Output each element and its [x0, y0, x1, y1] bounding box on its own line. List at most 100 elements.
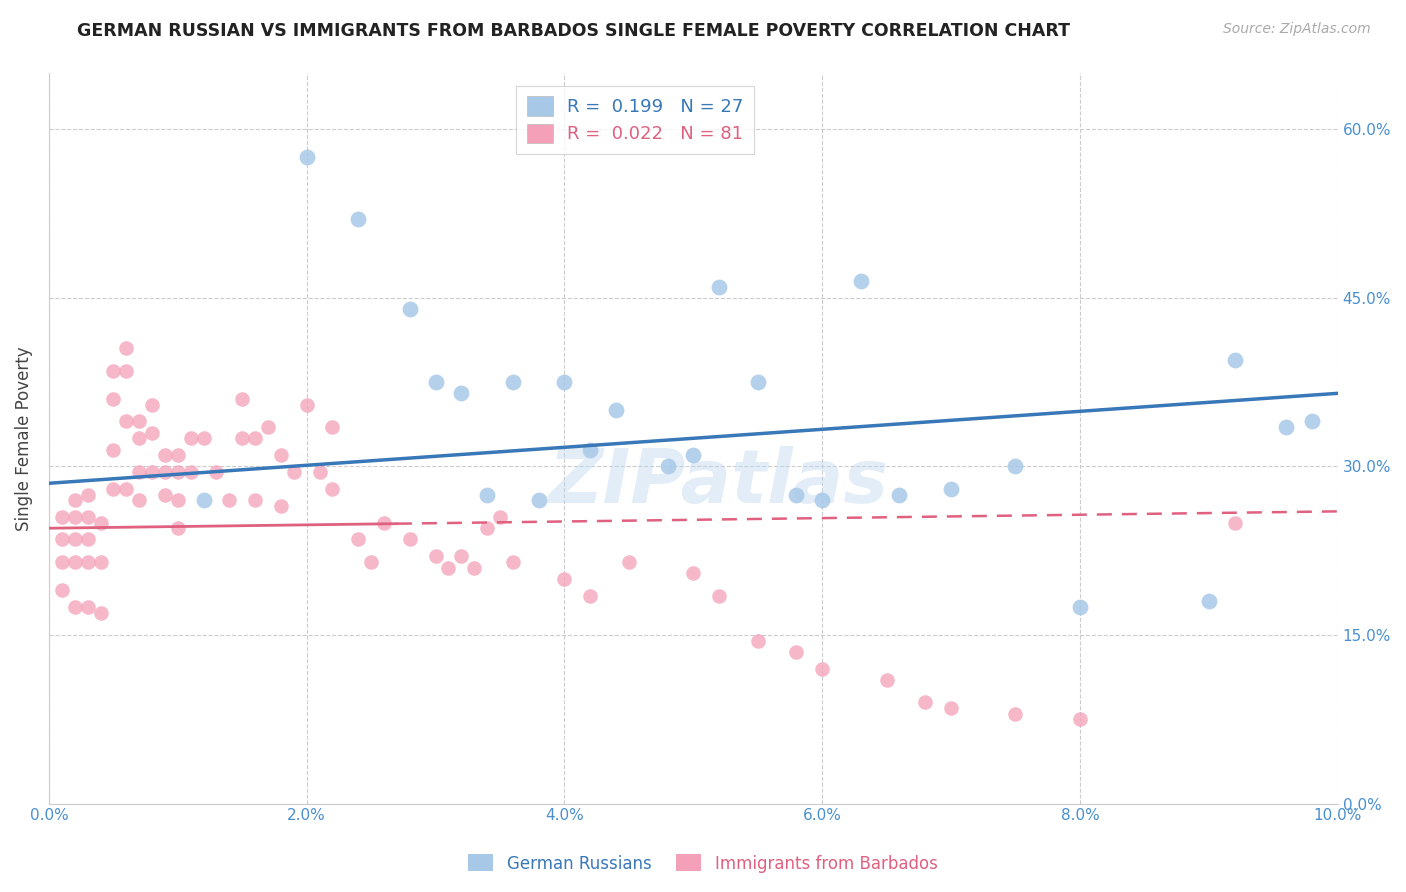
Point: [166, 521, 188, 535]
Point: [425, 549, 447, 564]
Point: [76, 555, 98, 569]
Point: [76, 599, 98, 614]
Point: [617, 555, 640, 569]
Point: [153, 487, 176, 501]
Point: [231, 431, 253, 445]
Point: [218, 493, 240, 508]
Point: [51, 533, 73, 547]
Point: [347, 533, 370, 547]
Legend: R =  0.199   N = 27, R =  0.022   N = 81: R = 0.199 N = 27, R = 0.022 N = 81: [516, 86, 754, 154]
Point: [579, 589, 602, 603]
Point: [63, 493, 86, 508]
Point: [657, 459, 679, 474]
Point: [373, 516, 395, 530]
Point: [115, 482, 138, 496]
Point: [1069, 712, 1091, 726]
Point: [398, 533, 420, 547]
Point: [502, 555, 524, 569]
Point: [527, 493, 550, 508]
Point: [1198, 594, 1220, 608]
Point: [231, 392, 253, 406]
Point: [876, 673, 898, 687]
Point: [89, 606, 111, 620]
Point: [141, 398, 163, 412]
Point: [811, 662, 834, 676]
Point: [128, 431, 150, 445]
Point: [785, 487, 807, 501]
Point: [180, 431, 202, 445]
Point: [811, 493, 834, 508]
Point: [1223, 516, 1246, 530]
Point: [103, 442, 125, 457]
Point: [205, 465, 228, 479]
Point: [605, 403, 627, 417]
Point: [785, 645, 807, 659]
Point: [747, 633, 769, 648]
Point: [849, 274, 872, 288]
Point: [1223, 352, 1246, 367]
Point: [166, 493, 188, 508]
Point: [939, 701, 962, 715]
Point: [51, 582, 73, 597]
Point: [128, 414, 150, 428]
Point: [115, 364, 138, 378]
Point: [103, 392, 125, 406]
Point: [437, 560, 460, 574]
Y-axis label: Single Female Poverty: Single Female Poverty: [15, 346, 32, 531]
Point: [243, 493, 266, 508]
Point: [115, 414, 138, 428]
Point: [463, 560, 485, 574]
Point: [63, 555, 86, 569]
Point: [553, 572, 575, 586]
Point: [707, 589, 730, 603]
Point: [1275, 420, 1298, 434]
Point: [450, 386, 472, 401]
Point: [141, 425, 163, 440]
Point: [682, 566, 704, 581]
Point: [1004, 706, 1026, 721]
Point: [115, 342, 138, 356]
Point: [166, 448, 188, 462]
Point: [193, 431, 215, 445]
Point: [1301, 414, 1323, 428]
Point: [939, 482, 962, 496]
Point: [270, 448, 292, 462]
Point: [89, 555, 111, 569]
Point: [295, 150, 318, 164]
Point: [128, 493, 150, 508]
Point: [103, 482, 125, 496]
Point: [166, 465, 188, 479]
Point: [243, 431, 266, 445]
Point: [914, 696, 936, 710]
Point: [295, 398, 318, 412]
Point: [1069, 599, 1091, 614]
Legend: German Russians, Immigrants from Barbados: German Russians, Immigrants from Barbado…: [461, 847, 945, 880]
Point: [153, 448, 176, 462]
Point: [360, 555, 382, 569]
Point: [76, 510, 98, 524]
Point: [682, 448, 704, 462]
Point: [270, 499, 292, 513]
Point: [63, 510, 86, 524]
Point: [321, 482, 343, 496]
Text: Source: ZipAtlas.com: Source: ZipAtlas.com: [1223, 22, 1371, 37]
Point: [193, 493, 215, 508]
Point: [489, 510, 512, 524]
Point: [347, 212, 370, 227]
Point: [579, 442, 602, 457]
Point: [502, 375, 524, 389]
Point: [450, 549, 472, 564]
Point: [257, 420, 280, 434]
Point: [475, 487, 498, 501]
Point: [283, 465, 305, 479]
Text: ZIPatlas: ZIPatlas: [550, 446, 889, 518]
Point: [51, 510, 73, 524]
Point: [51, 555, 73, 569]
Point: [153, 465, 176, 479]
Point: [1004, 459, 1026, 474]
Point: [889, 487, 911, 501]
Point: [707, 279, 730, 293]
Point: [63, 533, 86, 547]
Text: GERMAN RUSSIAN VS IMMIGRANTS FROM BARBADOS SINGLE FEMALE POVERTY CORRELATION CHA: GERMAN RUSSIAN VS IMMIGRANTS FROM BARBAD…: [77, 22, 1070, 40]
Point: [76, 487, 98, 501]
